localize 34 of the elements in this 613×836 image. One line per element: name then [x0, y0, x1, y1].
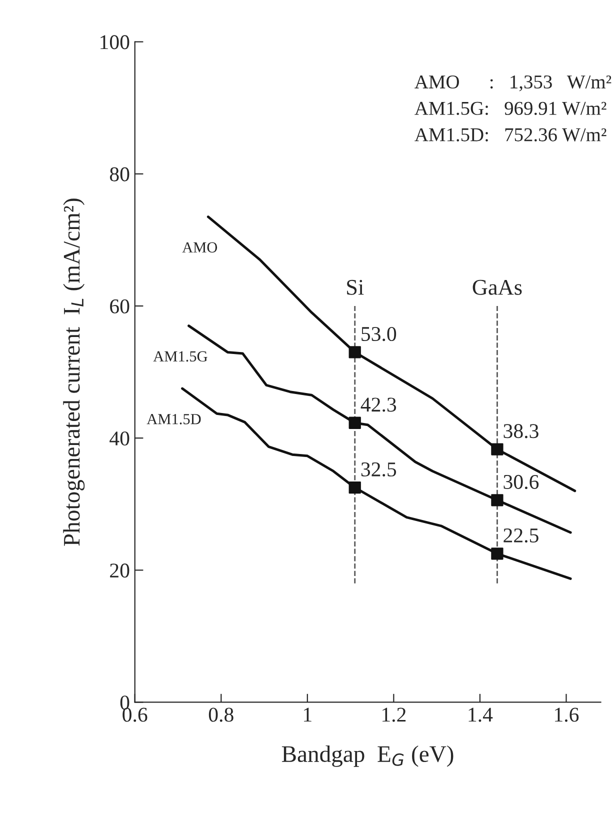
data-label: 42.3: [360, 398, 396, 412]
point: [348, 416, 361, 429]
annotation: AM1.5G: 969.91 W/m²: [414, 102, 606, 116]
series-label: AM1.5G: [153, 351, 208, 362]
x-tick-label: 0.8: [208, 708, 234, 722]
y-tick-label: 100: [100, 35, 130, 50]
data-label: 38.3: [504, 424, 538, 438]
point: [491, 443, 504, 456]
annotation: AM1.5D: 752.36 W/m²: [414, 128, 606, 142]
point: [491, 548, 504, 560]
point: [348, 482, 361, 494]
series-label: AMO: [182, 242, 218, 253]
x-tick-label: 1: [304, 708, 312, 722]
x-tick-label: 1.6: [555, 708, 579, 722]
x-tick-label: 0.6: [122, 708, 148, 722]
point: [491, 494, 504, 506]
annotation: AMO : 1,353 W/m²: [414, 75, 612, 92]
y-tick-label: 80: [110, 167, 130, 182]
data-label: 22.5: [504, 528, 538, 543]
ref-line-label: Si: [347, 280, 364, 295]
x-axis-title: Bandgap E$_{G}$ (eV): [282, 745, 454, 767]
data-label: 30.6: [504, 474, 539, 490]
x-tick-label: 1.4: [468, 708, 493, 722]
y-tick-label: 40: [110, 431, 130, 446]
ref-line-label: GaAs: [472, 280, 522, 295]
data-label: 32.5: [361, 462, 396, 477]
data-label: 53.0: [362, 326, 396, 342]
x-tick-label: 1.2: [382, 708, 406, 722]
point: [348, 346, 361, 358]
y-tick-label: 60: [110, 299, 130, 314]
y-tick-label: 0: [120, 696, 130, 710]
series-label: AM1.5D: [146, 414, 201, 424]
y-tick-label: 20: [110, 564, 130, 578]
y-axis-title: Photogenerated current I$_{L}$ (mA/cm²): [63, 198, 85, 546]
